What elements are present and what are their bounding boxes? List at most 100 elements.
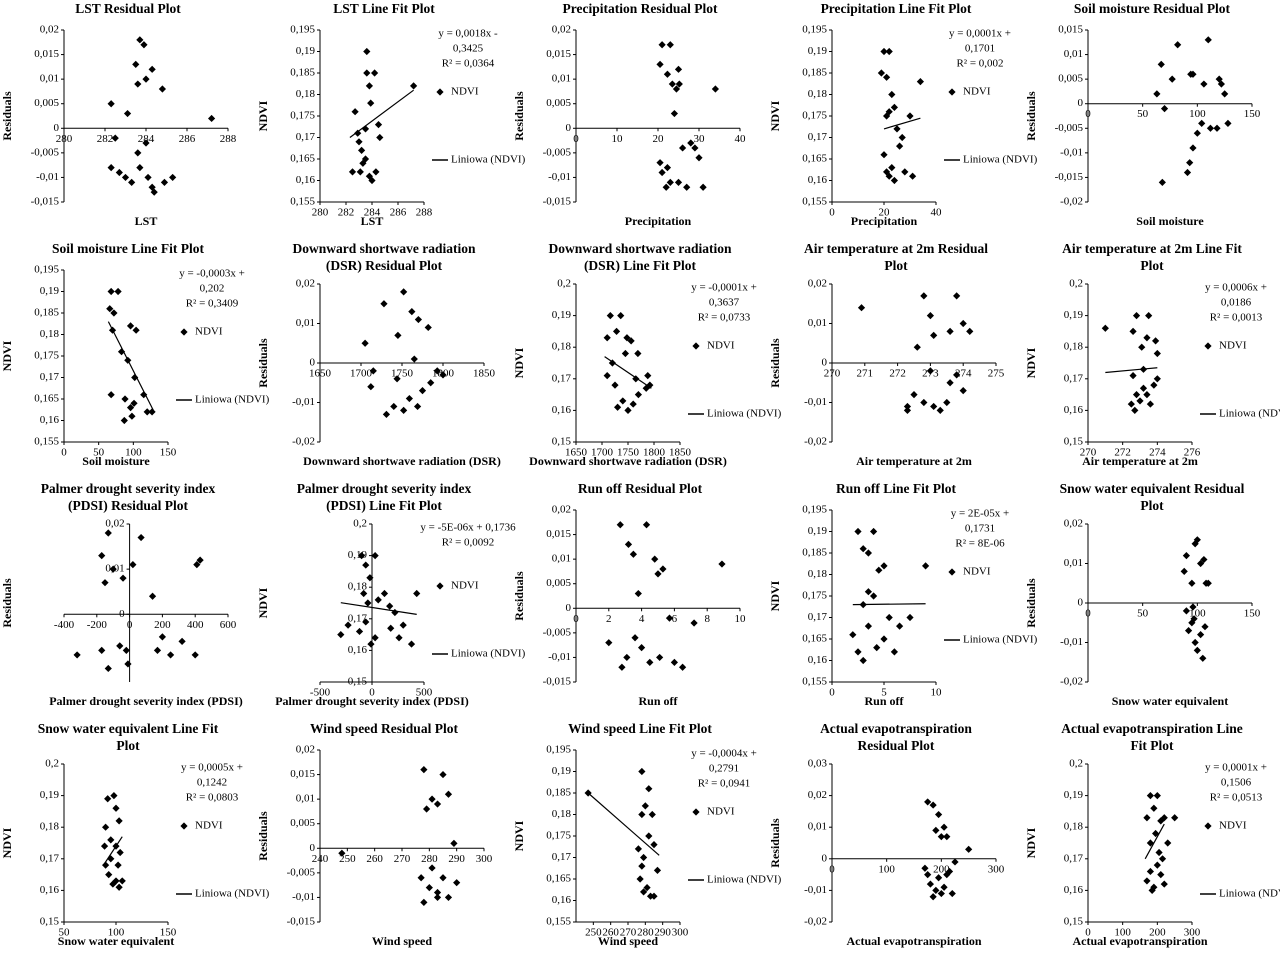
x-tick-label: 150 [1244,108,1261,120]
x-tick-label: 200 [1149,927,1166,939]
x-tick-label: 282 [97,133,114,145]
data-point [348,168,357,176]
y-tick-label: 0 [310,842,316,854]
legend-marker [948,568,956,576]
chart-title: Residual Plot [858,738,935,753]
data-point [640,853,648,862]
data-point [1160,880,1168,888]
x-tick-label: 40 [931,207,943,219]
y-tick-label: 0,01 [808,317,827,329]
y-tick-label: 0,16 [40,884,60,896]
data-point [1186,159,1194,167]
data-point [140,391,148,399]
data-point [959,319,967,328]
y-tick-label: 0,02 [552,504,571,516]
chart-panel: Actual evapotranspiration Residual Plot -0… [768,721,1005,948]
x-tick-label: 1700 [591,447,614,459]
data-point [854,648,862,656]
y-tick-label: 0,155 [802,676,827,688]
chart-title: Plot [1140,258,1164,273]
data-point [932,886,940,894]
data-point [711,85,719,93]
y-axis-title: NDVI [0,827,14,858]
data-point [920,398,928,407]
data-point [629,400,637,408]
data-point [107,287,115,296]
y-tick-label: 0,01 [552,73,571,85]
x-tick-label: 280 [421,853,438,865]
data-point [1180,567,1188,575]
y-tick-label: 0,165 [290,153,315,165]
data-point [885,172,893,180]
y-tick-label: 0,18 [552,808,572,820]
data-point [1153,375,1161,383]
y-tick-label: 0,16 [296,174,316,186]
data-point [629,550,637,558]
data-point [128,178,136,186]
chart-panel: Wind speed Line Fit Plot 0,155 0,16 0,165 0,… [512,721,782,948]
fit-equation: y = -5E-06x + 0,1736 [420,522,516,534]
x-tick-label: 0 [1085,608,1091,620]
data-point [115,883,123,891]
y-axis-title: NDVI [768,100,782,131]
data-point [1199,654,1207,662]
data-point [121,173,130,182]
fit-equation: y = -0,0001x + [691,282,757,294]
data-point [937,833,945,841]
data-point [1132,391,1141,399]
data-point [128,412,136,420]
y-tick-label: 0 [119,608,125,620]
y-axis-title: Residuals [1024,91,1038,141]
data-point [363,69,371,77]
data-point [1198,119,1206,127]
fit-equation: R² = 0,0092 [442,537,495,549]
chart-title: Run off Residual Plot [578,481,703,496]
data-point [619,397,627,405]
x-tick-label: 200 [154,619,171,631]
x-tick-label: 0 [61,447,67,459]
data-point [854,527,862,536]
x-tick-label: 272 [1114,447,1131,459]
data-point [1129,327,1137,335]
data-point [929,893,937,901]
data-point [932,826,940,834]
chart-panel: Snow water equivalent Line Fit Plot 0,15 0,… [0,721,270,948]
y-tick-label: 0,175 [802,110,827,122]
data-point [107,100,115,108]
data-point [936,406,944,414]
data-point [118,877,126,885]
y-tick-label: 0,18 [348,581,368,593]
y-tick-label: 0,195 [802,24,827,36]
x-axis-title: Actual evapotranspiration [1073,934,1208,948]
fit-equation: 0,3637 [709,297,740,309]
y-tick-label: 0,16 [808,654,828,666]
data-point [425,884,433,892]
y-axis-title: Residuals [1024,578,1038,628]
data-point [368,176,376,185]
data-point [414,315,422,324]
data-point [913,343,921,351]
x-axis-title: Air temperature at 2m [1082,454,1198,468]
y-tick-label: 0,175 [34,350,59,362]
data-point [1193,129,1201,137]
x-tick-label: 1650 [309,368,332,380]
y-tick-label: 0,16 [808,174,828,186]
data-point [662,183,670,191]
fit-equation: y = -0,0004x + [691,748,757,760]
data-point [1188,619,1196,627]
data-point [1158,855,1167,863]
x-tick-label: 280 [56,133,73,145]
chart-title: Air temperature at 2m Residual [804,241,988,256]
data-point [1164,839,1172,847]
data-point [1148,886,1156,894]
chart-title: Plot [116,738,140,753]
x-axis-title: Run off [864,694,904,708]
chart-panel: Snow water equivalent Residual Plot -0,02 -… [1024,481,1261,708]
data-point [1160,105,1169,113]
chart-title: LST Line Fit Plot [333,1,435,16]
fit-line [340,602,417,615]
data-point [386,602,394,610]
data-point [137,533,145,542]
x-tick-label: 270 [824,368,841,380]
y-tick-label: 0,17 [348,612,368,624]
